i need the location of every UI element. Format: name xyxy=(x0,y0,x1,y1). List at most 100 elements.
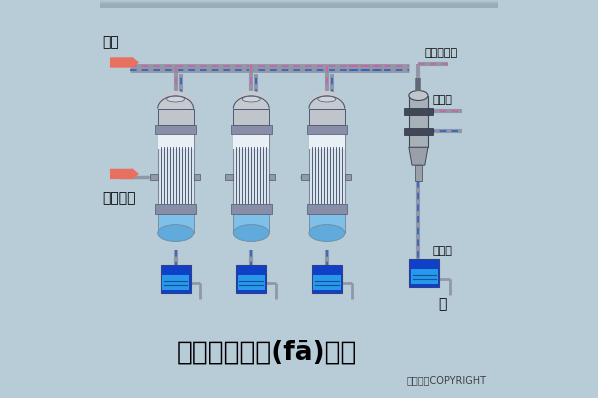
Bar xyxy=(100,0,498,4)
Bar xyxy=(100,4,498,8)
Bar xyxy=(158,109,194,125)
Bar xyxy=(309,109,345,125)
Ellipse shape xyxy=(409,90,428,100)
Bar xyxy=(100,4,498,8)
Bar xyxy=(100,3,498,7)
Bar xyxy=(100,3,498,7)
Bar xyxy=(100,3,498,7)
Bar xyxy=(100,1,498,5)
Bar xyxy=(100,3,498,7)
Bar xyxy=(100,2,498,6)
Ellipse shape xyxy=(233,224,269,242)
Bar xyxy=(100,1,498,5)
Bar xyxy=(309,209,345,233)
Bar xyxy=(100,2,498,6)
Bar xyxy=(309,129,345,209)
Bar xyxy=(194,174,200,180)
FancyArrow shape xyxy=(110,57,139,68)
Bar xyxy=(100,0,498,4)
Wedge shape xyxy=(158,91,194,109)
Bar xyxy=(100,0,498,4)
Bar xyxy=(100,2,498,6)
Bar xyxy=(100,2,498,6)
Bar xyxy=(233,129,269,209)
Bar xyxy=(100,2,498,6)
Bar xyxy=(100,3,498,7)
Bar xyxy=(100,0,498,4)
Bar xyxy=(100,2,498,6)
Bar xyxy=(100,4,498,8)
Bar xyxy=(100,1,498,5)
Bar xyxy=(100,4,498,8)
Text: 不凝性氣體: 不凝性氣體 xyxy=(425,48,457,58)
Bar xyxy=(404,108,433,115)
Bar xyxy=(100,4,498,8)
Bar xyxy=(100,3,498,7)
Bar xyxy=(225,174,233,180)
Bar xyxy=(100,4,498,8)
Bar xyxy=(100,0,498,4)
Bar xyxy=(313,275,341,290)
Text: 東方仿真COPYRIGHT: 東方仿真COPYRIGHT xyxy=(406,375,486,385)
Bar xyxy=(100,2,498,6)
Bar xyxy=(100,3,498,7)
Bar xyxy=(100,3,498,7)
Bar xyxy=(100,1,498,5)
Bar xyxy=(100,1,498,5)
Bar xyxy=(410,259,440,287)
Bar xyxy=(100,2,498,6)
Bar xyxy=(409,96,428,147)
Bar xyxy=(100,3,498,7)
Bar xyxy=(312,265,342,293)
Bar xyxy=(100,1,498,5)
Bar xyxy=(100,4,498,8)
Bar xyxy=(158,129,194,209)
Bar xyxy=(100,1,498,5)
Bar xyxy=(100,0,498,4)
Bar xyxy=(100,3,498,7)
Bar xyxy=(100,1,498,5)
Bar xyxy=(100,2,498,6)
Bar xyxy=(100,1,498,5)
Bar xyxy=(100,2,498,6)
Bar xyxy=(100,2,498,6)
Bar xyxy=(100,2,498,6)
Bar xyxy=(100,2,498,6)
Bar xyxy=(100,2,498,6)
Bar xyxy=(100,3,498,7)
Bar xyxy=(100,2,498,6)
Bar xyxy=(269,174,275,180)
Bar xyxy=(100,0,498,4)
Bar xyxy=(100,3,498,7)
Bar xyxy=(233,209,269,233)
Bar xyxy=(100,1,498,5)
Bar xyxy=(100,2,498,6)
Bar xyxy=(100,2,498,6)
Bar xyxy=(100,1,498,5)
Bar xyxy=(100,0,498,4)
Bar xyxy=(100,2,498,6)
Bar xyxy=(411,269,438,284)
Bar xyxy=(231,125,271,134)
Bar xyxy=(100,2,498,6)
Bar xyxy=(100,0,498,4)
Bar xyxy=(404,128,433,135)
Bar xyxy=(100,1,498,5)
Bar xyxy=(301,174,309,180)
Bar xyxy=(100,1,498,5)
Bar xyxy=(307,125,347,134)
Text: 集水池: 集水池 xyxy=(432,246,452,256)
Bar xyxy=(100,0,498,4)
Bar xyxy=(100,2,498,6)
Bar xyxy=(237,275,265,290)
Bar xyxy=(100,4,498,8)
Bar xyxy=(155,204,196,214)
Wedge shape xyxy=(233,91,269,109)
Bar xyxy=(100,4,498,8)
Bar xyxy=(100,2,498,6)
Bar xyxy=(161,265,191,293)
Bar xyxy=(100,3,498,7)
Bar xyxy=(233,109,269,125)
Bar xyxy=(162,275,190,290)
Bar xyxy=(158,129,194,149)
